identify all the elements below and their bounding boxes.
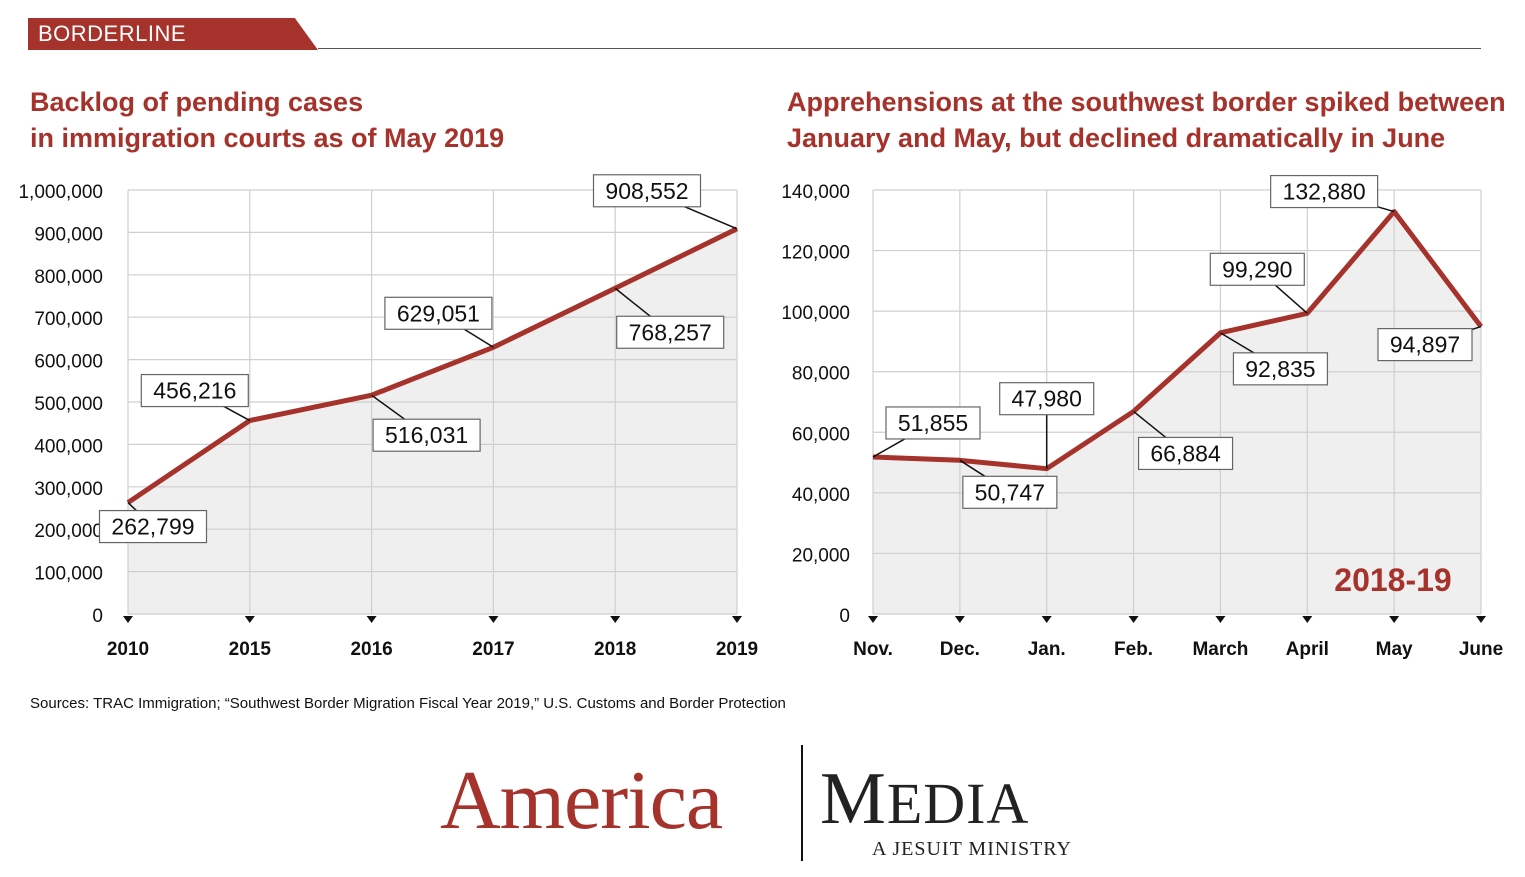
chart2-x-tick-mark xyxy=(1302,616,1313,623)
chart2-data-label-box xyxy=(1270,174,1379,209)
chart2-y-tick-label: 40,000 xyxy=(792,485,850,506)
chart2-x-tick-label: April xyxy=(1286,639,1329,660)
chart2-x-tick-label: Feb. xyxy=(1114,639,1153,660)
chart2-x-tick-label: Jan. xyxy=(1028,639,1066,660)
chart2-x-tick-mark xyxy=(1215,616,1226,623)
chart2-x-tick-label: May xyxy=(1376,639,1413,660)
chart1-title: Backlog of pending cases in immigration … xyxy=(30,84,630,156)
chart2-data-label-box xyxy=(999,382,1095,416)
chart2-area-fill xyxy=(873,211,1481,615)
chart2-data-label: 51,855 xyxy=(898,410,968,436)
chart1-data-label-box xyxy=(372,418,481,452)
chart1-x-tick-mark xyxy=(366,616,377,623)
chart2-data-label-box xyxy=(1209,252,1305,286)
chart1-y-tick-label: 0 xyxy=(92,606,103,627)
chart1-y-tick-label: 300,000 xyxy=(34,479,103,500)
chart2-x-tick-label: Dec. xyxy=(940,639,980,660)
chart1-x-tick-label: 2016 xyxy=(350,639,392,660)
chart2-data-label: 94,897 xyxy=(1390,332,1460,358)
chart1-title-line1: Backlog of pending cases xyxy=(30,87,364,117)
chart2-x-tick-mark xyxy=(1389,616,1400,623)
logo-media-rest: EDIA xyxy=(886,771,1030,836)
chart2-x-tick-mark xyxy=(868,616,878,623)
chart2-y-tick-label: 100,000 xyxy=(781,303,850,324)
chart1-x-tick-mark xyxy=(732,616,742,623)
logo-media: MEDIA xyxy=(820,757,1029,842)
chart1-y-tick-label: 700,000 xyxy=(34,309,103,330)
chart1-x-tick-mark xyxy=(610,616,621,623)
chart2-x-tick-mark xyxy=(1128,616,1139,623)
chart2-data-label: 66,884 xyxy=(1150,440,1221,466)
chart2-data-label: 92,835 xyxy=(1245,356,1315,382)
chart2-x-tick-mark xyxy=(954,616,965,623)
chart1-data-label: 629,051 xyxy=(397,300,480,326)
logo-divider xyxy=(801,745,803,861)
chart1-x-tick-label: 2010 xyxy=(107,639,149,660)
chart2-data-label: 50,747 xyxy=(975,479,1045,505)
chart1-series-line xyxy=(126,226,739,505)
chart2-x-tick-label: June xyxy=(1459,639,1503,660)
chart2-data-label-box xyxy=(1377,327,1473,362)
chart2-y-tick-label: 20,000 xyxy=(792,545,850,566)
chart2-x-tick-label: Nov. xyxy=(853,639,893,660)
chart2-data-label-box xyxy=(1232,352,1329,386)
chart2-annotation-label: 2018-19 xyxy=(1334,562,1451,598)
chart2-data-label-box xyxy=(962,475,1058,509)
chart2-y-tick-label: 60,000 xyxy=(792,424,850,445)
chart2-data-label: 47,980 xyxy=(1012,386,1082,412)
chart1-y-tick-label: 100,000 xyxy=(34,564,103,585)
chart1-x-tick-mark xyxy=(123,616,133,623)
chart2-title: Apprehensions at the southwest border sp… xyxy=(787,84,1507,156)
chart1-data-label-box xyxy=(98,509,208,544)
chart1-y-tick-label: 1,000,000 xyxy=(18,182,103,203)
chart1-x-tick-label: 2018 xyxy=(594,639,636,660)
chart1-data-label: 456,216 xyxy=(153,378,236,404)
chart1-data-label: 516,031 xyxy=(385,422,468,448)
header-rule xyxy=(318,48,1481,49)
chart2-x-tick-label: March xyxy=(1192,639,1248,660)
chart1-data-label: 908,552 xyxy=(605,178,688,204)
chart1-data-label-box xyxy=(616,315,725,349)
chart1-y-tick-label: 200,000 xyxy=(34,521,103,542)
chart1-data-label-box xyxy=(592,174,702,208)
chart2-x-tick-mark xyxy=(1041,616,1052,623)
chart1-x-tick-label: 2019 xyxy=(716,639,758,660)
chart1-y-tick-label: 500,000 xyxy=(34,394,103,415)
logo-media-first: M xyxy=(820,758,887,840)
chart1-y-tick-label: 800,000 xyxy=(34,267,103,288)
chart2-data-label: 132,880 xyxy=(1283,179,1366,205)
logo-tagline: A JESUIT MINISTRY xyxy=(872,838,1072,860)
chart2-y-tick-label: 120,000 xyxy=(781,243,850,264)
chart1-x-tick-mark xyxy=(488,616,499,623)
chart1-x-tick-label: 2017 xyxy=(472,639,514,660)
chart1-data-label: 262,799 xyxy=(111,514,194,540)
chart2-data-label-box xyxy=(1137,436,1234,471)
chart2-data-label-box xyxy=(885,406,981,440)
banner-label: BORDERLINE FIGURES xyxy=(38,21,187,72)
chart1-data-label: 768,257 xyxy=(629,319,712,345)
chart2-data-label: 99,290 xyxy=(1222,256,1292,282)
chart2-title-line2: January and May, but declined dramatical… xyxy=(787,123,1446,153)
chart2-series-line xyxy=(872,209,1483,472)
source-note: Sources: TRAC Immigration; “Southwest Bo… xyxy=(30,695,786,712)
chart2-title-line1: Apprehensions at the southwest border sp… xyxy=(787,87,1506,117)
chart1-x-tick-mark xyxy=(244,616,255,623)
chart1-x-tick-label: 2015 xyxy=(229,639,272,660)
chart1-data-label-box xyxy=(140,373,249,408)
chart1-y-tick-label: 600,000 xyxy=(34,352,103,373)
chart2-y-tick-label: 140,000 xyxy=(781,182,850,203)
logo-america: America xyxy=(440,754,723,847)
chart2-y-tick-label: 80,000 xyxy=(792,364,850,385)
chart1-y-tick-label: 900,000 xyxy=(34,224,103,245)
chart1-title-line2: in immigration courts as of May 2019 xyxy=(30,123,505,153)
chart2-y-tick-label: 0 xyxy=(839,606,850,627)
chart1-y-tick-label: 400,000 xyxy=(34,436,103,457)
banner-tag-shape xyxy=(28,18,318,50)
chart1-data-label-box xyxy=(384,296,493,330)
chart2-x-tick-mark xyxy=(1476,616,1486,623)
